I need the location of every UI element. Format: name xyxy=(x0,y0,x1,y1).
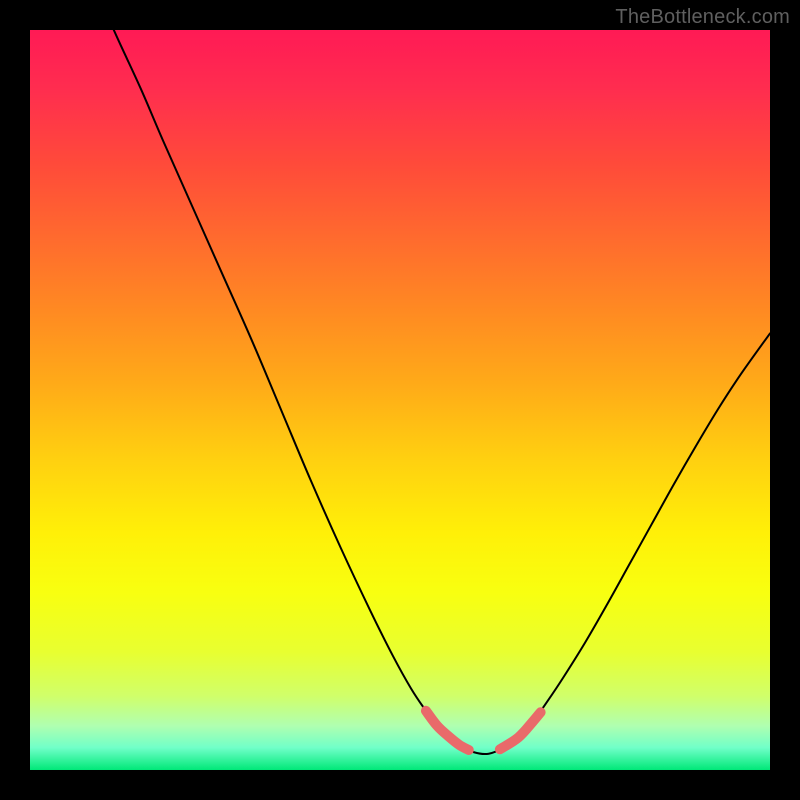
chart-svg xyxy=(30,30,770,770)
watermark-text: TheBottleneck.com xyxy=(615,6,790,29)
chart-container: TheBottleneck.com xyxy=(0,0,800,800)
gradient-background xyxy=(30,30,770,770)
plot-area xyxy=(30,30,770,770)
